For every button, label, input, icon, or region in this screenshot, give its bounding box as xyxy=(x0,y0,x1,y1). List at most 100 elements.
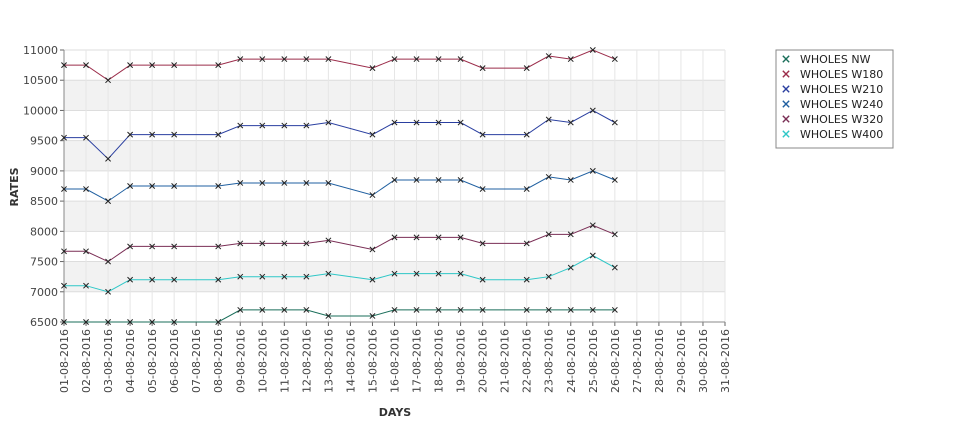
marker-stroke xyxy=(457,56,464,63)
marker-stroke xyxy=(171,243,178,250)
marker-stroke xyxy=(215,319,222,325)
marker-stroke xyxy=(567,306,574,313)
data-point xyxy=(325,313,332,319)
marker-stroke xyxy=(589,167,596,174)
data-point xyxy=(413,177,420,183)
marker-stroke xyxy=(127,62,134,69)
data-point xyxy=(127,183,134,189)
marker-stroke xyxy=(391,177,398,183)
x-tick-label: 29-08-2016 xyxy=(675,329,688,393)
data-point xyxy=(215,276,222,283)
y-tick-label: 9500 xyxy=(30,135,58,148)
data-point xyxy=(281,122,288,129)
marker-stroke xyxy=(479,65,486,72)
marker-stroke xyxy=(611,264,618,271)
marker-stroke xyxy=(325,180,332,186)
marker-stroke xyxy=(611,177,618,183)
y-tick-label: 10500 xyxy=(23,74,58,87)
marker-stroke xyxy=(127,243,134,250)
marker-stroke xyxy=(237,122,244,129)
data-point xyxy=(413,119,420,126)
data-point xyxy=(127,319,134,325)
marker-stroke xyxy=(149,243,156,250)
data-point xyxy=(391,270,398,277)
marker-stroke xyxy=(545,231,552,238)
data-point xyxy=(105,288,112,295)
marker-stroke xyxy=(325,270,332,277)
marker-stroke xyxy=(281,240,288,247)
data-point xyxy=(413,270,420,277)
data-point xyxy=(391,119,398,126)
legend-label: WHOLES W240 xyxy=(800,98,883,111)
x-tick-label: 12-08-2016 xyxy=(300,329,313,393)
marker-stroke xyxy=(325,119,332,126)
x-tick-label: 20-08-2016 xyxy=(477,329,490,393)
x-tick-label: 02-08-2016 xyxy=(80,329,93,393)
marker-stroke xyxy=(61,62,67,69)
y-tick-label: 8000 xyxy=(30,225,58,238)
data-point xyxy=(61,282,67,289)
marker-stroke xyxy=(281,56,288,63)
data-point xyxy=(435,270,442,277)
data-point xyxy=(303,240,310,247)
data-point xyxy=(391,306,398,313)
data-point xyxy=(149,276,156,283)
data-point xyxy=(171,319,178,325)
marker-stroke xyxy=(303,180,310,186)
x-tick-label: 19-08-2016 xyxy=(455,329,468,393)
marker-stroke xyxy=(589,47,596,53)
marker-stroke xyxy=(325,313,332,319)
y-tick-label: 10000 xyxy=(23,104,58,117)
marker-stroke xyxy=(369,313,376,319)
data-point xyxy=(589,47,596,53)
data-point xyxy=(259,240,266,247)
x-tick-label: 11-08-2016 xyxy=(278,329,291,393)
data-point xyxy=(215,62,222,69)
data-point xyxy=(457,177,464,183)
data-point xyxy=(567,306,574,313)
marker-stroke xyxy=(61,319,67,325)
marker-stroke xyxy=(259,273,266,280)
data-point xyxy=(61,186,67,192)
data-point xyxy=(149,131,156,138)
marker-stroke xyxy=(567,56,574,63)
y-tick-label: 11000 xyxy=(23,44,58,57)
data-point xyxy=(369,131,376,138)
marker-stroke xyxy=(259,56,266,63)
data-point xyxy=(127,131,134,138)
marker-stroke xyxy=(435,234,442,241)
x-tick-label: 21-08-2016 xyxy=(499,329,512,393)
data-point xyxy=(545,173,552,180)
marker-stroke xyxy=(281,306,288,313)
data-point xyxy=(171,131,178,138)
marker-stroke xyxy=(215,276,222,283)
marker-stroke xyxy=(83,134,89,141)
marker-stroke xyxy=(479,131,486,138)
marker-stroke xyxy=(105,77,112,84)
legend-label: WHOLES W180 xyxy=(800,68,883,81)
data-point xyxy=(149,183,156,189)
marker-stroke xyxy=(83,248,89,255)
data-point xyxy=(259,122,266,129)
data-point xyxy=(61,134,67,141)
y-tick-labels: 6500 7000 7500 8000 8500 9000 9500 10000 10500 11… xyxy=(23,44,58,329)
marker-stroke xyxy=(259,122,266,129)
data-point xyxy=(105,258,112,265)
marker-stroke xyxy=(237,273,244,280)
marker-stroke xyxy=(413,306,420,313)
data-point xyxy=(545,53,552,59)
marker-stroke xyxy=(105,258,112,265)
y-axis-title: RATES xyxy=(8,167,21,206)
data-point xyxy=(369,246,376,253)
marker-stroke xyxy=(391,306,398,313)
marker-stroke xyxy=(523,306,530,313)
marker-stroke xyxy=(435,306,442,313)
marker-stroke xyxy=(391,119,398,126)
data-point xyxy=(567,119,574,126)
data-point xyxy=(435,177,442,183)
marker-stroke xyxy=(479,276,486,283)
data-point xyxy=(391,177,398,183)
marker-stroke xyxy=(127,183,134,189)
marker-stroke xyxy=(105,319,112,325)
series-markers xyxy=(61,47,618,325)
